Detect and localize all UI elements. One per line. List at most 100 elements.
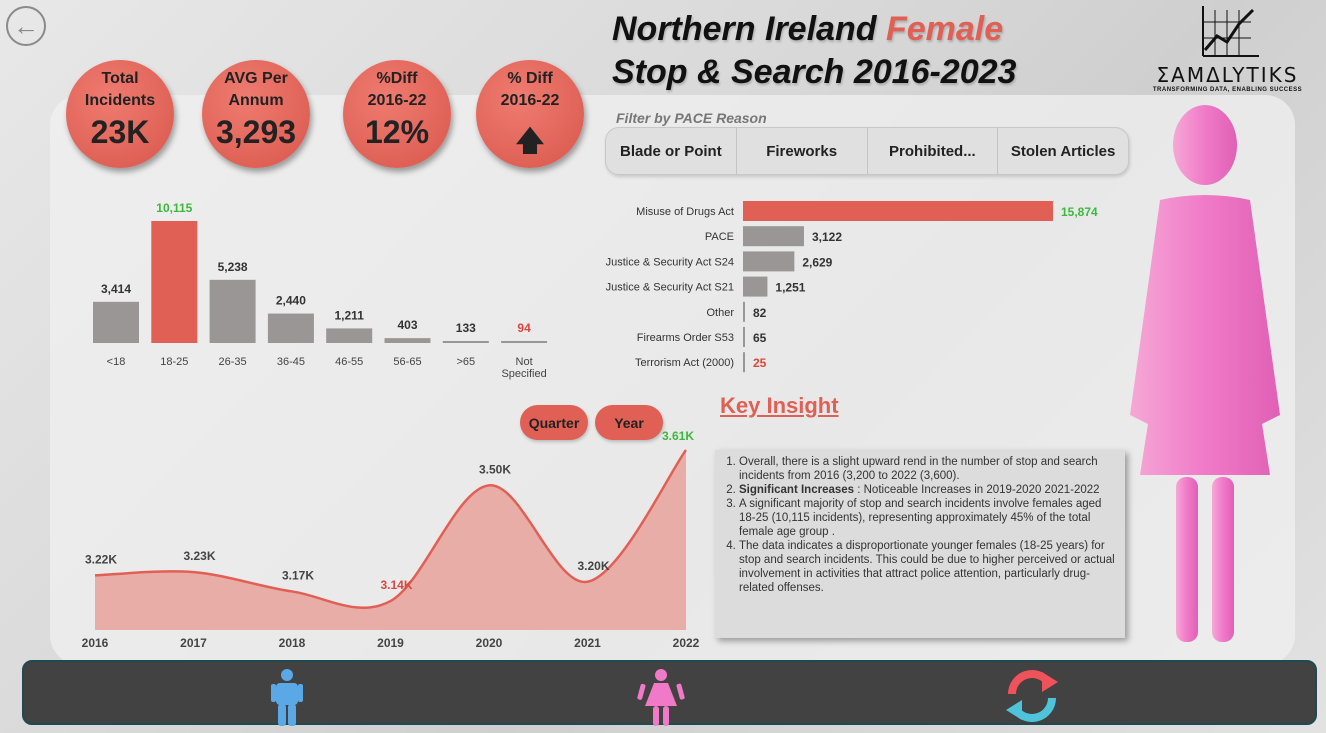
legislation-value: 3,122 xyxy=(812,230,842,244)
insight-item: Overall, there is a slight upward rend i… xyxy=(739,455,1117,483)
kpi-label: % Diff 2016-22 xyxy=(500,70,560,109)
age-bar-label: 1,211 xyxy=(335,308,365,322)
legislation-bar xyxy=(743,251,795,272)
pace-reason-slicer: Blade or Point Fireworks Prohibited... S… xyxy=(605,127,1129,175)
legislation-value: 2,629 xyxy=(802,255,832,269)
age-tick-label: 18-25 xyxy=(160,356,188,368)
back-arrow-icon[interactable]: ← xyxy=(6,6,46,46)
legislation-bar xyxy=(743,201,1053,221)
legislation-value: 25 xyxy=(753,356,767,370)
title-female: Female xyxy=(885,10,1004,48)
age-tick-label: 36-45 xyxy=(277,356,305,368)
age-bar xyxy=(209,279,256,343)
age-bar-label: 94 xyxy=(517,321,531,335)
legislation-bar xyxy=(743,352,745,373)
male-nav-icon[interactable] xyxy=(267,668,307,726)
legislation-label: Terrorism Act (2000) xyxy=(635,357,734,369)
filter-option-stolen[interactable]: Stolen Articles xyxy=(1010,142,1116,160)
year-data-label: 3.20K xyxy=(577,559,609,573)
age-bar-label: 10,115 xyxy=(156,201,192,215)
kpi-avg-per-annum: AVG Per Annum 3,293 xyxy=(202,60,310,168)
age-tick-label: 26-35 xyxy=(219,356,247,368)
legislation-value: 65 xyxy=(753,331,767,345)
year-data-label: 3.14K xyxy=(380,578,412,592)
age-bar xyxy=(442,341,489,343)
age-bar-label: 3,414 xyxy=(101,282,131,296)
age-tick-label: Not xyxy=(516,356,533,368)
footer-nav xyxy=(22,660,1317,726)
age-bar xyxy=(326,328,373,343)
key-insight-title: Key Insight xyxy=(720,393,839,418)
age-bar xyxy=(151,221,198,343)
kpi-value: 23K xyxy=(90,114,150,150)
refresh-icon[interactable] xyxy=(1004,668,1060,724)
age-tick-label: >65 xyxy=(456,356,475,368)
legislation-bar xyxy=(743,276,768,297)
year-data-label: 3.50K xyxy=(479,462,511,476)
legislation-bar xyxy=(743,327,745,347)
legislation-label: Misuse of Drugs Act xyxy=(636,206,734,218)
legislation-bar xyxy=(743,226,804,247)
age-bar xyxy=(501,341,548,343)
kpi-total-incidents: Total Incidents 23K xyxy=(66,60,174,168)
year-data-label: 3.17K xyxy=(282,568,314,582)
age-tick-label: Specified xyxy=(501,368,546,380)
key-insight-box: Overall, there is a slight upward rend i… xyxy=(715,450,1125,638)
legislation-bar-chart: Misuse of Drugs Act 15,874 PACE 3,122 Justic… xyxy=(606,201,1098,373)
age-tick-label: 46-55 xyxy=(335,356,363,368)
female-nav-icon[interactable] xyxy=(637,668,685,726)
kpi-value: 12% xyxy=(364,114,430,150)
logo-chart-icon xyxy=(1201,6,1259,57)
filter-option-prohibited[interactable]: Prohibited... xyxy=(868,128,999,174)
kpi-label: AVG Per Annum xyxy=(224,70,288,109)
legislation-value: 82 xyxy=(753,306,767,320)
age-bar-label: 133 xyxy=(456,321,476,335)
year-tick-label: 2016 xyxy=(82,636,109,650)
kpi-value: 3,293 xyxy=(215,114,297,150)
year-tick-label: 2022 xyxy=(673,636,700,650)
kpi-diff-direction: % Diff 2016-22 🡅 xyxy=(476,60,584,168)
year-area xyxy=(95,450,686,630)
year-data-label: 3.22K xyxy=(85,552,117,566)
year-tick-label: 2018 xyxy=(279,636,306,650)
legislation-label: PACE xyxy=(705,231,734,243)
filter-option-blade[interactable]: Blade or Point xyxy=(606,128,737,174)
year-tick-label: 2019 xyxy=(377,636,404,650)
year-toggle[interactable]: Year xyxy=(595,405,663,440)
kpi-label: Total Incidents xyxy=(84,70,156,109)
age-bar-label: 403 xyxy=(397,318,417,332)
year-data-label: 3.23K xyxy=(183,549,215,563)
legislation-label: Justice & Security Act S24 xyxy=(606,256,734,268)
age-tick-label: 56-65 xyxy=(393,356,421,368)
logo-brand: ΣΑΜΔLYTIKS xyxy=(1156,63,1299,87)
legislation-value: 1,251 xyxy=(775,281,805,295)
legislation-value: 15,874 xyxy=(1061,205,1098,219)
up-arrow-icon: 🡅 xyxy=(515,125,545,156)
title-line2: Stop & Search 2016-2023 xyxy=(612,53,1017,91)
year-tick-label: 2017 xyxy=(180,636,207,650)
female-figure-icon xyxy=(1130,105,1280,642)
age-tick-label: <18 xyxy=(107,356,126,368)
legislation-label: Other xyxy=(706,307,734,319)
page-title: Northern Ireland Female Stop & Search 20… xyxy=(612,8,1016,94)
kpi-label: %Diff 2016-22 xyxy=(367,70,427,109)
insight-item: The data indicates a disproportionate yo… xyxy=(739,539,1117,595)
legislation-bar xyxy=(743,301,745,322)
year-tick-label: 2021 xyxy=(574,636,601,650)
age-group-bar-chart: 3,414 <18 10,115 18-25 5,238 26-35 2,440 36-45 1… xyxy=(93,201,548,380)
title-line1: Northern Ireland xyxy=(612,10,886,48)
filter-option-fireworks[interactable]: Fireworks xyxy=(737,128,868,174)
insight-item: Significant Increases : Noticeable Incre… xyxy=(739,483,1117,497)
quarter-toggle[interactable]: Quarter xyxy=(520,405,588,440)
insight-item: A significant majority of stop and searc… xyxy=(739,497,1117,539)
age-bar xyxy=(267,313,314,343)
age-bar xyxy=(93,301,139,343)
age-bar-label: 5,238 xyxy=(218,260,248,274)
age-bar-label: 2,440 xyxy=(276,294,306,308)
year-tick-label: 2020 xyxy=(476,636,503,650)
legislation-label: Firearms Order S53 xyxy=(637,332,734,344)
year-line xyxy=(94,449,688,609)
logo: ΣΑΜΔLYTIKS TRANSFORMING DATA, ENABLING S… xyxy=(1140,2,1315,93)
kpi-diff-percent: %Diff 2016-22 12% xyxy=(343,60,451,168)
logo-tagline: TRANSFORMING DATA, ENABLING SUCCESS xyxy=(1152,87,1303,93)
